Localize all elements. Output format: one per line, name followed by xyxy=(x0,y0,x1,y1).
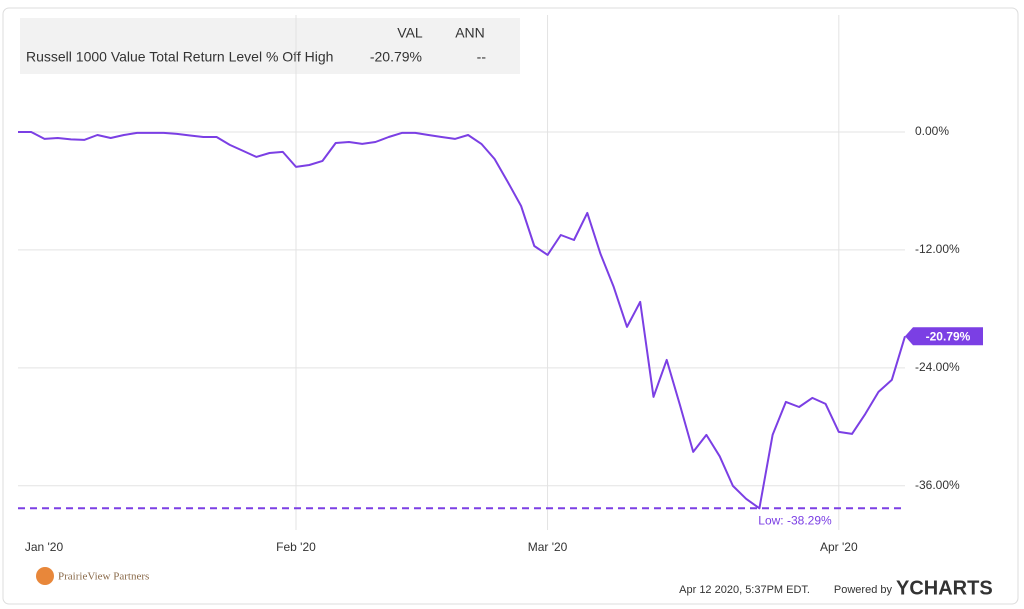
x-tick-label: Feb '20 xyxy=(276,540,316,554)
low-label: Low: -38.29% xyxy=(758,513,832,527)
brand-logo: YCHARTS xyxy=(896,577,993,599)
legend-header: VAL xyxy=(397,25,423,41)
legend-val: -20.79% xyxy=(370,49,422,65)
timestamp: Apr 12 2020, 5:37PM EDT. xyxy=(679,584,810,596)
legend-header: ANN xyxy=(455,25,485,41)
end-tag xyxy=(905,327,983,346)
legend-ann: -- xyxy=(477,49,487,65)
y-tick-label: -24.00% xyxy=(915,360,960,374)
y-tick-label: -36.00% xyxy=(915,478,960,492)
line-series xyxy=(18,131,906,510)
x-tick-label: Mar '20 xyxy=(528,540,568,554)
x-tick-label: Apr '20 xyxy=(820,540,858,554)
legend-table xyxy=(20,18,520,74)
chart-frame xyxy=(2,7,1019,605)
y-tick-label: -12.00% xyxy=(915,242,960,256)
x-tick-label: Jan '20 xyxy=(25,540,64,554)
powered-by: Powered by xyxy=(834,584,893,596)
end-tag-label: -20.79% xyxy=(926,329,971,343)
logo-text: PrairieView Partners xyxy=(58,571,149,583)
y-tick-label: 0.00% xyxy=(915,124,949,138)
legend-series-name: Russell 1000 Value Total Return Level % … xyxy=(26,49,333,65)
logo-icon xyxy=(36,567,54,585)
